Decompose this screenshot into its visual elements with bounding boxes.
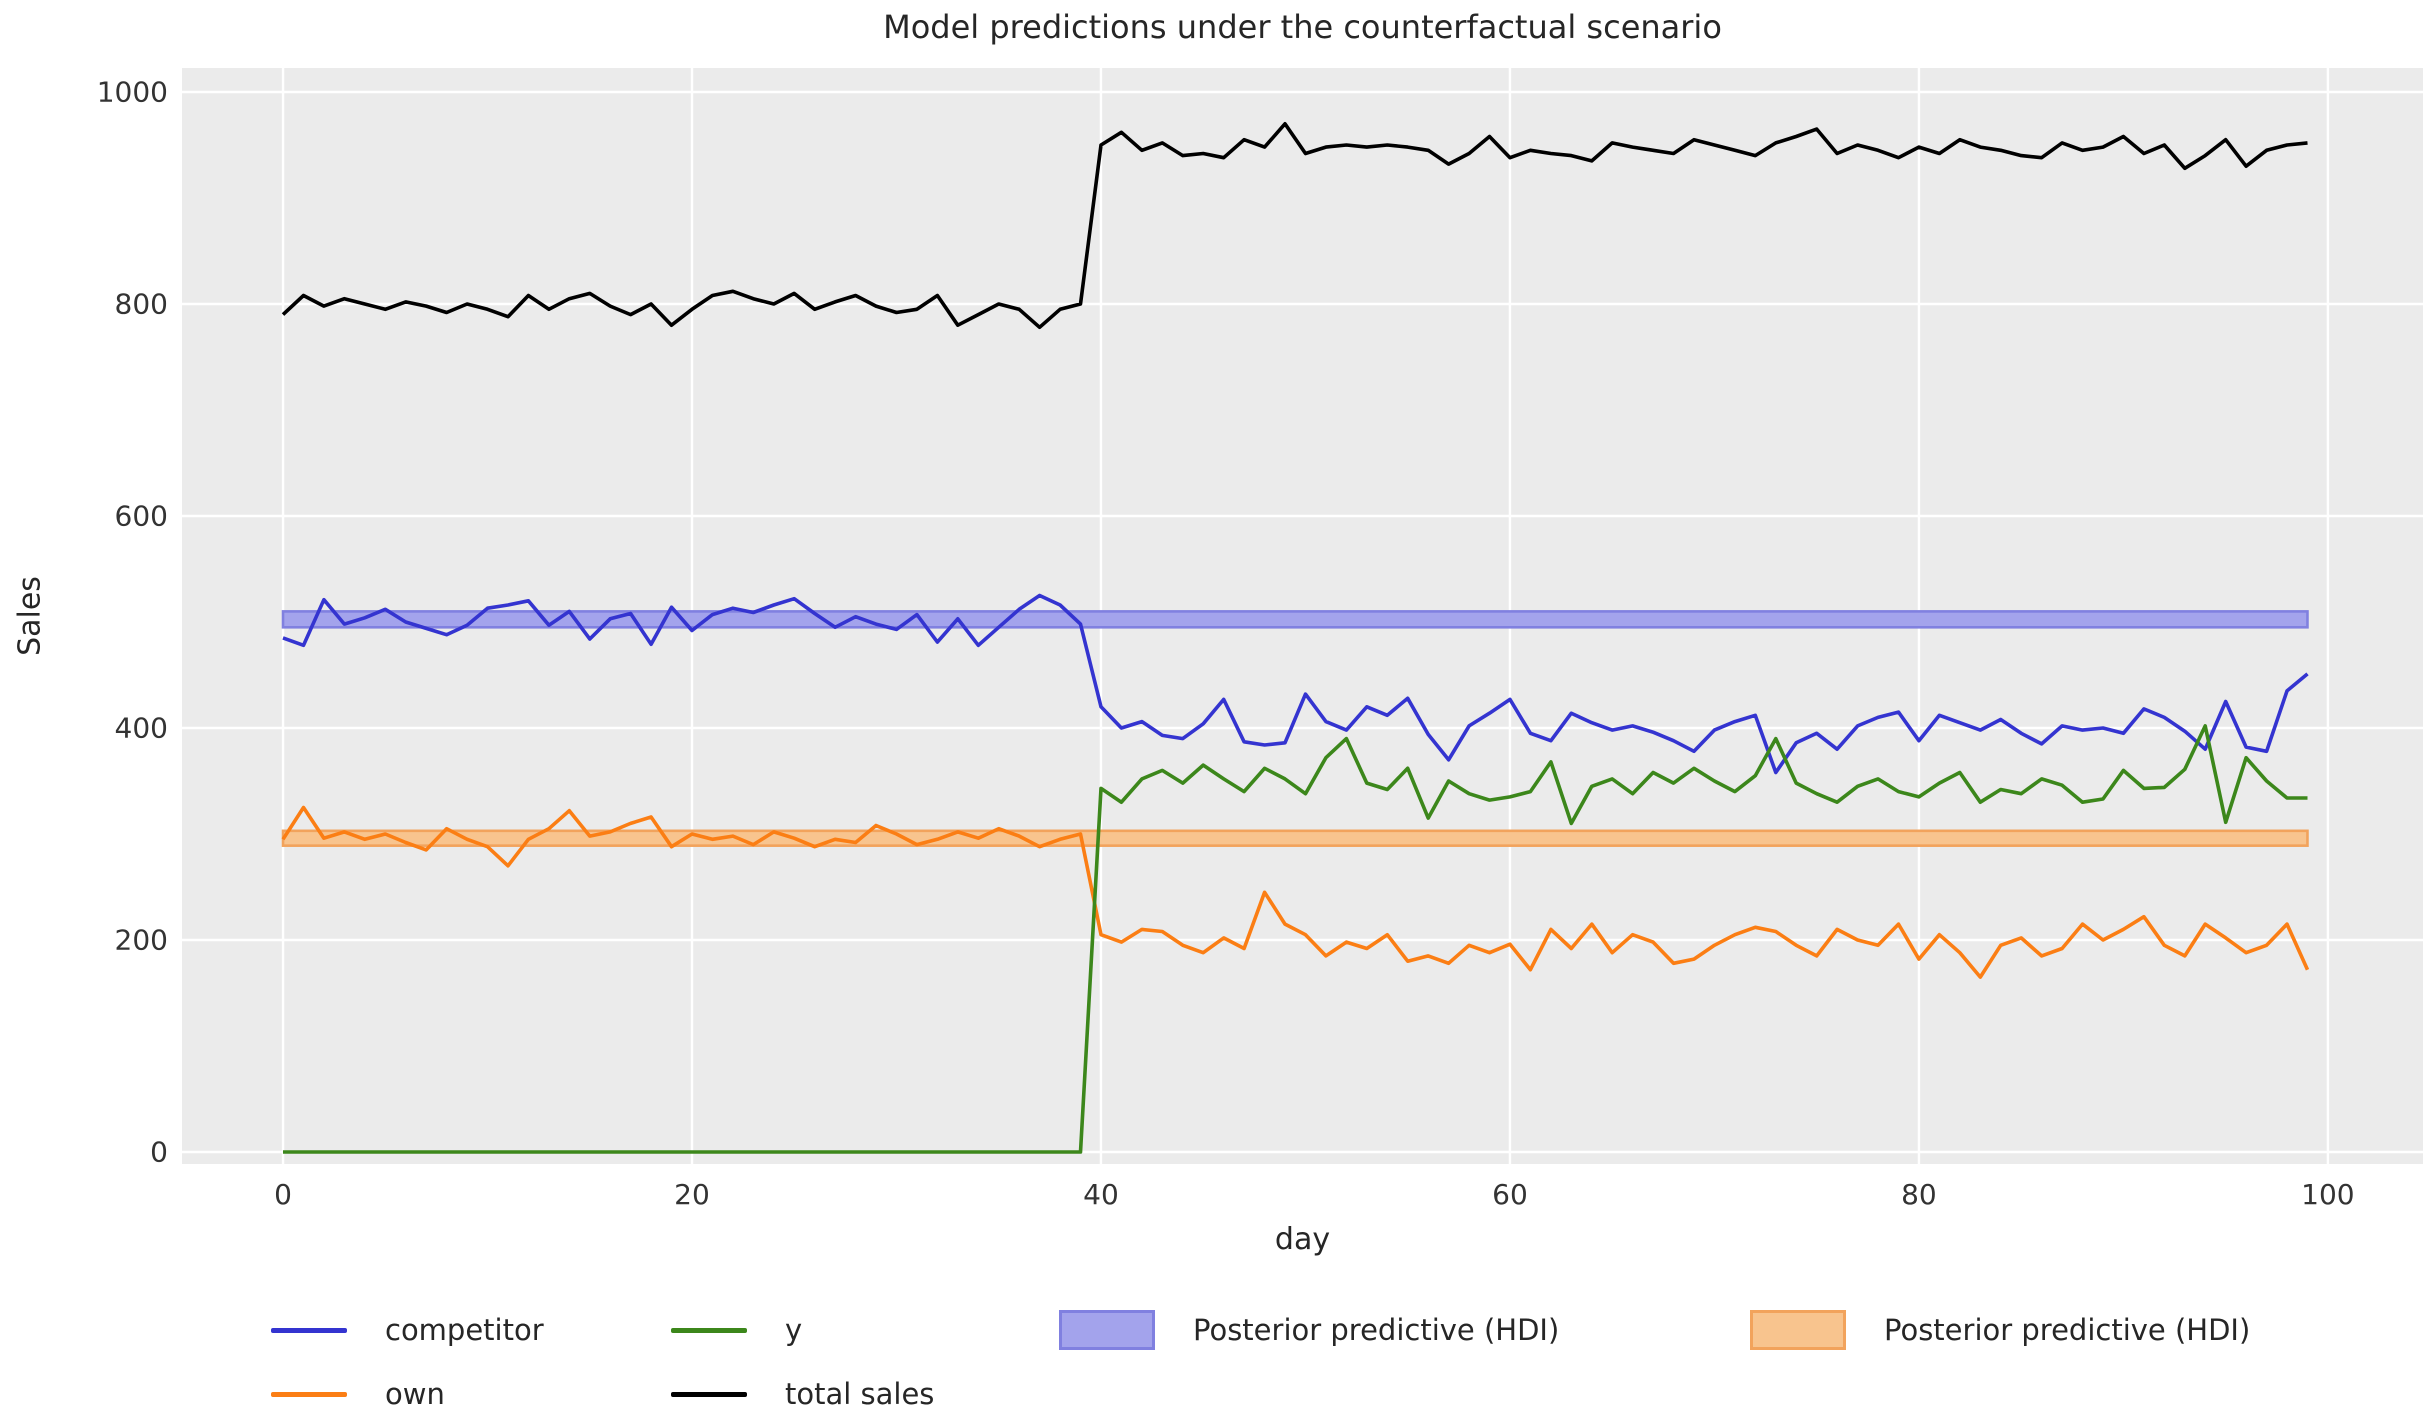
y-tick-0: 0 bbox=[150, 1135, 168, 1169]
y-tick-200: 200 bbox=[114, 923, 168, 957]
y-tick-600: 600 bbox=[114, 499, 168, 533]
legend-item-own: own bbox=[271, 1370, 445, 1418]
legend-label-hdi-orange: Posterior predictive (HDI) bbox=[1884, 1313, 2251, 1347]
y-axis-label: Sales bbox=[12, 576, 48, 656]
series-line-y bbox=[283, 724, 2308, 1154]
legend-line-swatch-y bbox=[671, 1327, 747, 1333]
x-tick-100: 100 bbox=[2301, 1178, 2355, 1211]
plot-canvas bbox=[182, 68, 2423, 1164]
legend-label-total-sales: total sales bbox=[785, 1377, 935, 1411]
legend-item-total-sales: total sales bbox=[671, 1370, 934, 1418]
x-tick-0: 0 bbox=[274, 1178, 292, 1211]
y-tick-400: 400 bbox=[114, 711, 168, 745]
x-tick-20: 20 bbox=[674, 1178, 710, 1211]
x-tick-40: 40 bbox=[1083, 1178, 1119, 1211]
legend-item-competitor: competitor bbox=[271, 1306, 544, 1354]
x-tick-80: 80 bbox=[1901, 1178, 1937, 1211]
series-line-own bbox=[281, 805, 2310, 979]
legend-item-posterior-predictive-hdi-orange: Posterior predictive (HDI) bbox=[1750, 1306, 2250, 1354]
series-line-competitor bbox=[282, 593, 2309, 775]
y-tick-800: 800 bbox=[114, 287, 168, 321]
x-tick-60: 60 bbox=[1492, 1178, 1528, 1211]
legend-item-y: y bbox=[671, 1306, 802, 1354]
chart-title: Model predictions under the counterfactu… bbox=[883, 8, 1722, 46]
legend-label-hdi-blue: Posterior predictive (HDI) bbox=[1193, 1313, 1560, 1347]
legend-line-swatch-own bbox=[271, 1391, 347, 1397]
hdi-band-0 bbox=[281, 610, 2309, 629]
legend-label-y: y bbox=[785, 1313, 803, 1347]
legend-label-own: own bbox=[385, 1377, 445, 1411]
x-axis-label: day bbox=[1274, 1222, 1331, 1257]
legend-item-posterior-predictive-hdi-blue: Posterior predictive (HDI) bbox=[1059, 1306, 1559, 1354]
legend-patch-swatch-hdi-blue bbox=[1059, 1310, 1155, 1350]
series-line-total-sales bbox=[281, 121, 2308, 330]
legend-line-swatch-competitor bbox=[271, 1327, 347, 1333]
legend-label-competitor: competitor bbox=[385, 1313, 544, 1347]
legend-patch-swatch-hdi-orange bbox=[1750, 1310, 1846, 1350]
plot-area bbox=[182, 68, 2423, 1164]
y-tick-1000: 1000 bbox=[96, 75, 168, 109]
legend-line-swatch-total-sales bbox=[671, 1391, 747, 1397]
